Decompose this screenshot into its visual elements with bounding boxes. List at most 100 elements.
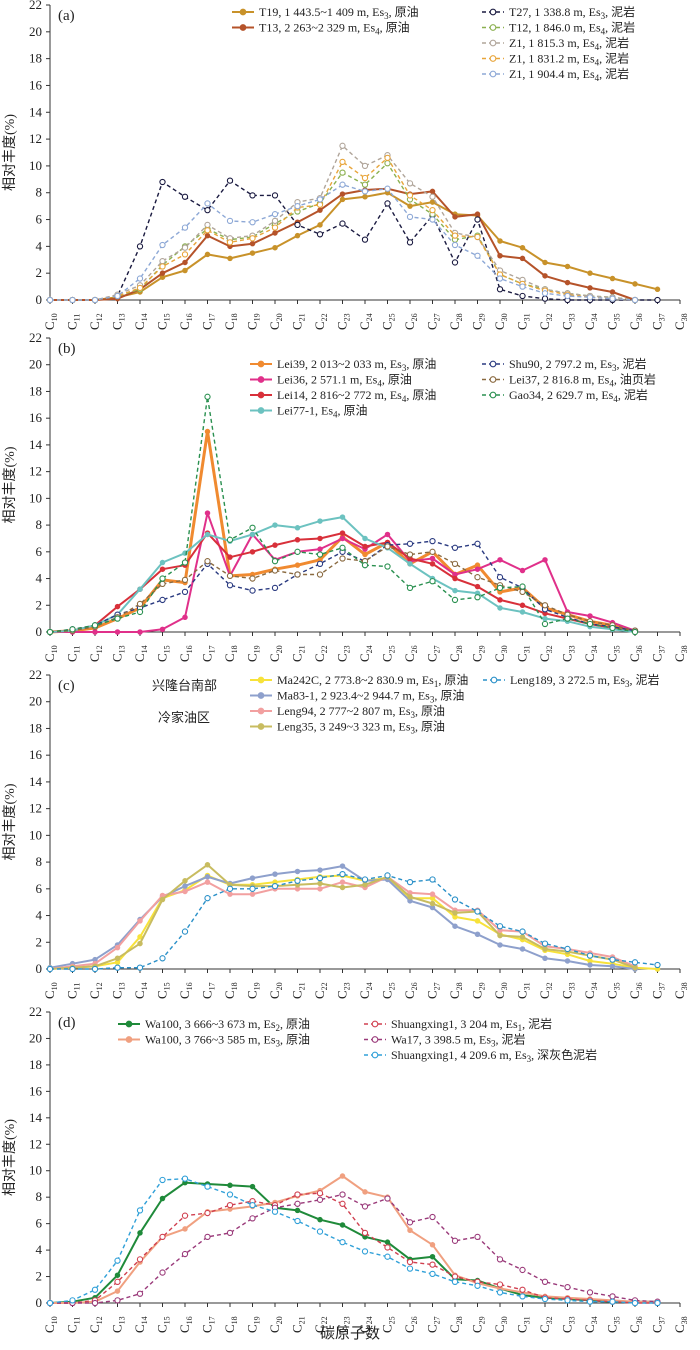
y-tick-label: 20 [29, 357, 42, 372]
x-tick-main: C [537, 321, 552, 330]
x-tick-sub: 25 [388, 313, 397, 321]
data-point [317, 207, 323, 213]
x-tick-sub: 38 [680, 982, 689, 990]
legend-label-sub: 4 [613, 394, 618, 404]
x-tick-sub: 22 [320, 1316, 329, 1324]
data-point [137, 934, 143, 940]
data-point [519, 567, 526, 574]
x-tick-label: C31 [515, 982, 532, 999]
x-tick-sub: 11 [73, 314, 82, 322]
data-point [204, 862, 211, 868]
legend-marker [489, 8, 497, 16]
x-tick-sub: 15 [163, 982, 172, 990]
data-point [609, 275, 616, 282]
data-point [159, 575, 166, 582]
data-point [159, 566, 166, 572]
legend-label: Lei39, 2 013~2 033 m, Es3, 原油 [277, 357, 436, 373]
data-point [564, 958, 571, 964]
x-tick-main: C [402, 321, 417, 330]
legend-label: Lei14, 2 816~2 772 m, Es4, 原油 [277, 388, 436, 404]
x-tick-main: C [380, 653, 395, 662]
x-tick-label: C33 [560, 313, 577, 330]
x-tick-sub: 26 [410, 645, 419, 653]
chart-panel-3: 0246810121416182022C10C11C12C13C14C15C16… [2, 667, 689, 999]
legend-label-rest: , 泥岩 [618, 387, 648, 402]
data-point [204, 1209, 211, 1217]
x-tick-label: C17 [200, 1316, 217, 1333]
data-point [586, 1298, 594, 1305]
legend-label-rest: , 泥岩 [617, 356, 647, 371]
x-tick-label: C31 [515, 645, 532, 662]
data-point [564, 292, 571, 300]
data-point [496, 923, 504, 930]
legend-label: Leng189, 3 272.5 m, Es3, 泥岩 [510, 672, 660, 689]
x-tick-sub: 25 [388, 982, 397, 990]
x-tick-label: C35 [605, 982, 622, 999]
legend-label-rest: , 原油 [415, 720, 445, 734]
data-point [159, 896, 166, 903]
data-point [137, 629, 143, 635]
x-tick-sub: 12 [95, 645, 104, 653]
x-tick-label: C35 [605, 313, 622, 330]
legend-label-part: Ma83-1, 2 923.4~2 944.7 m, Es [277, 689, 430, 703]
data-point [316, 874, 324, 882]
x-tick-label: C11 [65, 1317, 82, 1333]
x-tick-main: C [582, 1324, 597, 1333]
legend-label: Leng35, 3 249~3 323 m, Es3, 原油 [277, 720, 445, 736]
x-tick-sub: 25 [388, 645, 397, 653]
x-tick-main: C [335, 321, 350, 330]
legend-label-sub: 3 [527, 1054, 532, 1064]
data-point [339, 158, 346, 166]
x-tick-main: C [245, 990, 260, 999]
data-point [339, 879, 346, 885]
x-tick-label: C15 [155, 1316, 172, 1333]
y-tick-label: 20 [29, 24, 42, 39]
x-tick-sub: 28 [455, 1316, 464, 1324]
y-tick-label: 4 [36, 1242, 43, 1257]
group-label: 兴隆台南部 [152, 678, 217, 693]
x-tick-sub: 17 [208, 645, 217, 653]
data-point [654, 296, 661, 304]
x-tick-sub: 17 [208, 1316, 217, 1324]
legend-marker [489, 70, 497, 78]
x-tick-sub: 10 [50, 982, 59, 990]
data-point [226, 536, 234, 543]
data-point [91, 1299, 99, 1307]
legend-label-rest: , 原油 [380, 21, 410, 35]
x-tick-label: C13 [110, 1316, 127, 1333]
x-tick-label: C21 [290, 313, 307, 330]
legend-label-rest: , 泥岩 [522, 1016, 552, 1031]
x-tick-main: C [492, 321, 507, 330]
data-point [226, 1201, 234, 1209]
data-point [587, 270, 593, 276]
x-tick-sub: 27 [433, 982, 442, 990]
x-tick-sub: 37 [658, 1316, 667, 1324]
x-tick-label: C36 [627, 313, 644, 330]
data-point [181, 224, 189, 231]
data-point [474, 216, 481, 223]
x-tick-main: C [65, 653, 80, 662]
data-point [496, 584, 504, 592]
chart-panel-1: 0246810121416182022C10C11C12C13C14C15C16… [2, 0, 689, 330]
x-tick-main: C [357, 653, 372, 662]
x-tick-main: C [672, 990, 687, 999]
data-point [294, 221, 301, 229]
y-tick-label: 18 [29, 51, 42, 66]
panel-label: (b) [58, 341, 76, 357]
x-tick-label: C35 [605, 1316, 622, 1333]
legend-label-sub: 3 [410, 726, 415, 736]
x-tick-main: C [560, 321, 575, 330]
data-point [451, 1278, 459, 1285]
legend-label-part: Wa17, 3 398.5 m, Es [391, 1033, 491, 1047]
data-point [631, 628, 639, 636]
x-tick-main: C [110, 990, 125, 999]
data-point [361, 1229, 369, 1237]
x-tick-main: C [470, 321, 485, 330]
x-tick-main: C [245, 653, 260, 662]
x-tick-main: C [177, 653, 192, 662]
y-tick-label: 12 [29, 801, 42, 816]
data-point [452, 575, 458, 582]
x-tick-label: C19 [245, 1316, 262, 1333]
x-tick-main: C [132, 653, 147, 662]
data-point [452, 214, 458, 220]
